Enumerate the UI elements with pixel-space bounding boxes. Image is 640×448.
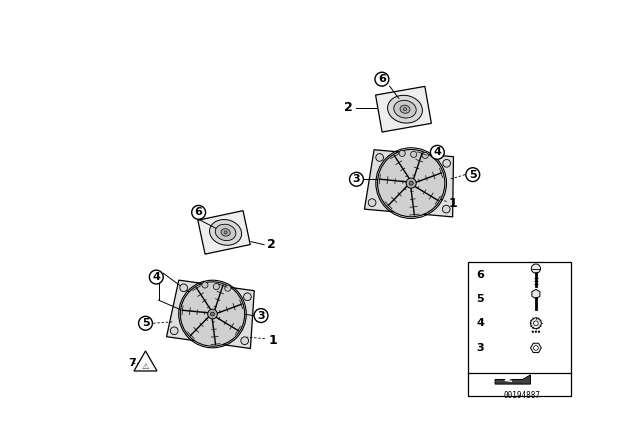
Circle shape: [378, 150, 445, 217]
Circle shape: [211, 312, 214, 316]
Circle shape: [202, 282, 208, 288]
Circle shape: [180, 284, 188, 292]
Circle shape: [409, 181, 413, 185]
Polygon shape: [468, 262, 570, 396]
Circle shape: [207, 309, 218, 319]
Circle shape: [538, 331, 540, 333]
Text: 4: 4: [433, 147, 441, 157]
Circle shape: [534, 345, 538, 350]
Circle shape: [535, 331, 537, 333]
Circle shape: [534, 321, 538, 326]
Circle shape: [406, 178, 416, 188]
Circle shape: [431, 146, 444, 159]
Circle shape: [375, 72, 389, 86]
Circle shape: [213, 284, 220, 290]
Ellipse shape: [388, 95, 422, 123]
Polygon shape: [364, 150, 454, 217]
Circle shape: [180, 282, 244, 346]
Circle shape: [442, 205, 450, 213]
Text: 2: 2: [268, 238, 276, 251]
Polygon shape: [532, 289, 540, 299]
Polygon shape: [198, 211, 250, 254]
Text: 6: 6: [195, 207, 203, 217]
Circle shape: [531, 264, 541, 273]
Text: 00194887: 00194887: [504, 391, 541, 400]
Polygon shape: [495, 375, 531, 384]
Ellipse shape: [400, 105, 410, 113]
Circle shape: [241, 337, 248, 345]
Circle shape: [376, 154, 383, 161]
Polygon shape: [134, 351, 157, 371]
Text: 3: 3: [477, 343, 484, 353]
Polygon shape: [531, 343, 541, 353]
Circle shape: [403, 108, 406, 111]
Circle shape: [139, 316, 152, 330]
Text: 2: 2: [344, 101, 353, 114]
Text: 3: 3: [353, 174, 360, 184]
Circle shape: [466, 168, 480, 181]
Polygon shape: [376, 86, 431, 132]
Circle shape: [411, 151, 417, 158]
Text: 5: 5: [141, 318, 149, 328]
Circle shape: [443, 159, 451, 167]
Text: 6: 6: [378, 74, 386, 84]
Circle shape: [531, 318, 541, 329]
Circle shape: [349, 172, 364, 186]
Circle shape: [254, 309, 268, 323]
Text: 5: 5: [469, 170, 477, 180]
Circle shape: [170, 327, 178, 335]
Circle shape: [224, 231, 227, 234]
Text: 7: 7: [128, 358, 136, 368]
Circle shape: [422, 152, 428, 159]
Ellipse shape: [394, 100, 416, 118]
Circle shape: [149, 270, 163, 284]
Circle shape: [399, 151, 405, 156]
Ellipse shape: [209, 220, 242, 245]
Ellipse shape: [215, 224, 236, 241]
Text: 1: 1: [268, 334, 277, 347]
Circle shape: [192, 206, 205, 220]
Circle shape: [532, 331, 534, 333]
Circle shape: [225, 285, 231, 291]
Text: ⚠: ⚠: [142, 362, 149, 371]
Circle shape: [368, 199, 376, 207]
Ellipse shape: [221, 228, 230, 236]
Text: 1: 1: [449, 197, 457, 210]
Text: 5: 5: [477, 293, 484, 304]
Circle shape: [244, 293, 252, 301]
Text: 4: 4: [152, 272, 160, 282]
Polygon shape: [166, 280, 254, 349]
Text: 6: 6: [477, 270, 484, 280]
Text: 3: 3: [257, 310, 265, 321]
Text: 4: 4: [477, 318, 484, 328]
